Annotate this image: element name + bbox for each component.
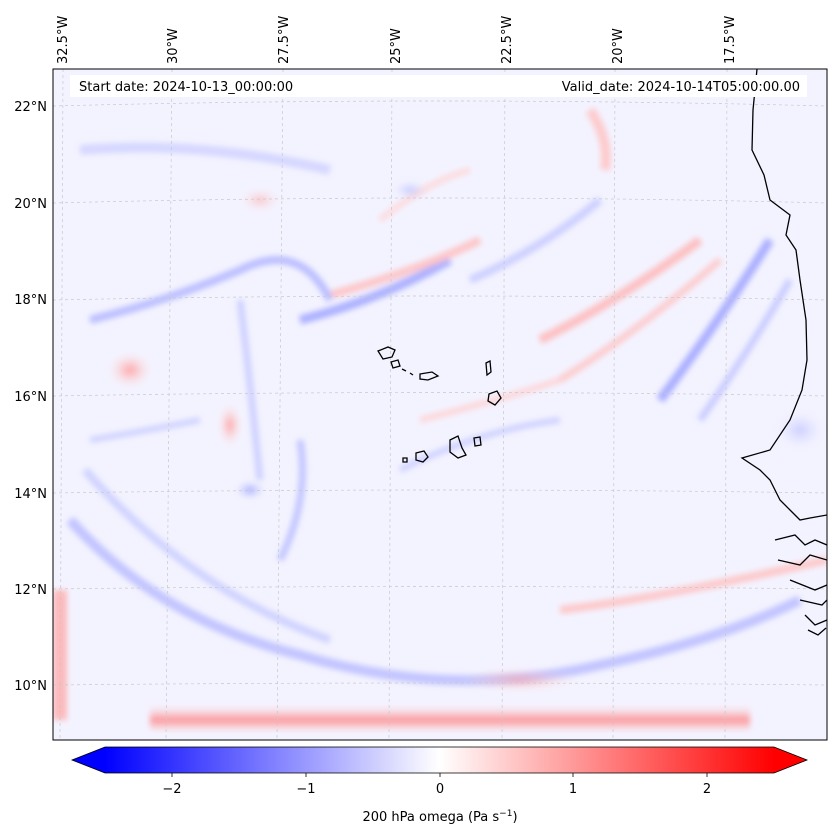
lon-labels: 32.5°W 30°W 27.5°W 25°W 22.5°W 20°W 17.5…: [56, 16, 738, 64]
lon-label: 30°W: [166, 28, 181, 64]
omega-field: [53, 69, 827, 740]
lat-label: 10°N: [14, 679, 47, 694]
lat-labels: 22°N 20°N 18°N 16°N 14°N 12°N 10°N: [14, 100, 47, 694]
colorbar-label-main: 200 hPa omega (Pa s: [362, 810, 499, 825]
colorbar-min-extend: [72, 747, 105, 773]
lon-label: 20°W: [611, 28, 626, 64]
colorbar-tick-labels: −2 −1 0 1 2: [162, 782, 711, 797]
colorbar-gradient: [105, 747, 774, 773]
lon-label: 27.5°W: [277, 16, 292, 64]
valid-date-label: Valid_date: 2024-10-14T05:00:00.00: [562, 80, 800, 95]
lat-label: 20°N: [14, 197, 47, 212]
colorbar-tick-label: −2: [162, 782, 181, 797]
lon-label: 25°W: [389, 28, 404, 64]
lat-label: 16°N: [14, 390, 47, 405]
colorbar-max-extend: [774, 747, 807, 773]
lat-label: 14°N: [14, 487, 47, 502]
colorbar-tick-label: 2: [703, 782, 711, 797]
map-panel: [52, 68, 828, 741]
colorbar-label: 200 hPa omega (Pa s−1): [362, 809, 517, 825]
lon-label: 17.5°W: [723, 16, 738, 64]
lon-label: 32.5°W: [56, 16, 71, 64]
colorbar-tick-label: 0: [436, 782, 444, 797]
lon-label: 22.5°W: [500, 16, 515, 64]
colorbar-tick-label: −1: [296, 782, 315, 797]
map-gridlines: [53, 69, 827, 740]
coastlines: [377, 69, 827, 636]
colorbar-tick-label: 1: [569, 782, 577, 797]
colorbar: −2 −1 0 1 2 200 hPa omega (Pa s−1): [70, 746, 809, 825]
start-date-label: Start date: 2024-10-13_00:00:00: [79, 80, 293, 95]
colorbar-ticks: [171, 773, 708, 777]
colorbar-label-close: ): [512, 810, 517, 825]
colorbar-outline: [70, 746, 809, 774]
lat-label: 18°N: [14, 293, 47, 308]
map-frame: [52, 68, 828, 741]
lat-label: 12°N: [14, 583, 47, 598]
lat-label: 22°N: [14, 100, 47, 115]
date-header-box: [70, 75, 807, 97]
colorbar-label-exponent: −1: [499, 809, 512, 819]
